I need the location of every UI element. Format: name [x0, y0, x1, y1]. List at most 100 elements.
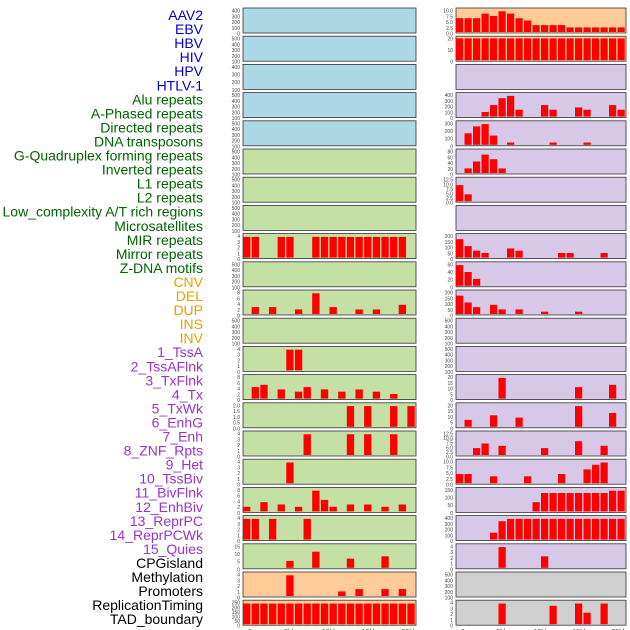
right-bar-17-3 — [558, 493, 566, 512]
left-bar-10-6 — [372, 309, 381, 314]
right-tick-20-3: 200 — [445, 590, 454, 596]
left-panel-11 — [242, 317, 417, 344]
left-bar-20-2 — [355, 589, 363, 596]
right-bar-0-0 — [456, 18, 464, 32]
right-tick-19-0: 4 — [450, 544, 453, 550]
left-tick-21-2: 150 — [232, 610, 241, 616]
row-label-ebv: EBV — [175, 21, 204, 37]
left-tick-7-2: 300 — [232, 217, 241, 223]
right-tick-0-1: 7.5 — [446, 14, 453, 20]
row-label-9-het: 9_Het — [166, 457, 203, 473]
right-bar-1-13 — [566, 38, 574, 61]
row-label-hbv: HBV — [174, 35, 203, 51]
left-bar-19-2 — [346, 558, 355, 568]
row-label-7-enh: 7_Enh — [163, 429, 203, 445]
left-bar-13-9 — [390, 394, 398, 399]
left-bar-8-1 — [251, 236, 260, 258]
right-bar-0-12 — [558, 25, 566, 32]
right-tick-14-3: 5 — [450, 421, 453, 427]
right-tick-16-3: 2.5 — [446, 477, 453, 483]
left-bar-18-2 — [268, 518, 277, 540]
right-tick-10-3: 50 — [447, 308, 453, 314]
right-bar-1-9 — [532, 38, 540, 61]
left-bar-8-0 — [243, 236, 251, 258]
right-tick-6-2: 7.5 — [446, 187, 453, 193]
left-bar-21-5 — [286, 603, 294, 625]
row-label-4-tx: 4_Tx — [172, 386, 203, 402]
left-bar-8-12 — [381, 236, 389, 258]
right-tick-9-1: 40 — [447, 270, 453, 276]
right-bar-18-7 — [549, 518, 557, 540]
left-tick-12-4: 0 — [237, 370, 240, 376]
left-bar-17-3 — [294, 506, 303, 512]
left-tick-14-3: 0.5 — [233, 421, 240, 427]
right-bar-5-1 — [473, 161, 481, 173]
left-tick-4-4: 100 — [232, 144, 241, 150]
row-label-promoters: Promoters — [138, 583, 203, 599]
right-tick-11-1: 400 — [445, 324, 454, 330]
right-bar-5-0 — [464, 168, 472, 173]
right-bar-18-14 — [609, 518, 617, 540]
right-tick-13-2: 10 — [447, 387, 453, 393]
left-tick-9-0: 500 — [232, 262, 241, 268]
right-bar-1-5 — [498, 38, 506, 61]
right-tick-15-1: 10.0 — [443, 436, 453, 442]
right-bar-1-1 — [464, 38, 472, 61]
left-bar-8-4 — [312, 236, 320, 258]
right-bar-18-6 — [541, 518, 549, 540]
right-bar-17-4 — [566, 493, 574, 512]
left-tick-20-4: 0 — [237, 596, 240, 602]
right-bar-13-2 — [609, 384, 617, 399]
right-bar-10-7 — [575, 311, 583, 314]
left-tick-17-3: 2 — [237, 505, 240, 511]
left-tick-1-2: 300 — [232, 48, 241, 54]
right-tick-20-0: 500 — [445, 573, 454, 579]
right-bar-3-4 — [515, 109, 523, 117]
left-tick-11-3: 200 — [232, 336, 241, 342]
right-tick-21-4: 0 — [450, 624, 453, 630]
left-tick-14-4: 0.0 — [233, 426, 240, 432]
left-tick-10-3: 2 — [237, 308, 240, 314]
row-label-15-quies: 15_Quies — [143, 541, 203, 557]
right-bar-1-14 — [575, 38, 583, 61]
right-tick-14-2: 10 — [447, 415, 453, 421]
right-tick-4-1: 200 — [445, 129, 454, 135]
left-panel-1 — [242, 35, 417, 62]
left-tick-8-2: 2 — [237, 246, 240, 252]
right-bar-4-0 — [464, 133, 472, 145]
right-tick-12-0: 500 — [445, 347, 454, 353]
right-bar-3-7 — [575, 107, 583, 117]
right-tick-8-4: 0 — [450, 257, 453, 263]
right-bar-13-1 — [575, 387, 583, 399]
left-bar-10-4 — [329, 307, 337, 314]
left-tick-21-1: 200 — [232, 605, 241, 611]
row-label-hiv: HIV — [180, 49, 204, 65]
left-bar-18-3 — [303, 518, 311, 540]
left-bar-21-19 — [407, 603, 415, 625]
right-bar-0-6 — [507, 13, 515, 33]
left-tick-6-3: 200 — [232, 195, 241, 201]
left-bar-19-3 — [381, 556, 389, 568]
right-tick-16-0: 10.0 — [443, 460, 453, 466]
right-bar-0-15 — [583, 27, 591, 32]
left-tick-11-4: 100 — [232, 342, 241, 348]
left-bar-13-1 — [260, 384, 268, 399]
right-bar-17-1 — [541, 493, 549, 512]
left-tick-20-3: 1 — [237, 590, 240, 596]
right-tick-8-3: 50 — [447, 251, 453, 257]
row-label-dup: DUP — [173, 302, 203, 318]
right-bar-19-0 — [498, 547, 506, 568]
right-bar-8-7 — [566, 253, 574, 258]
left-bar-14-3 — [407, 406, 415, 427]
right-tick-4-2: 100 — [445, 137, 454, 143]
right-tick-17-0: 150 — [445, 488, 454, 494]
left-bar-21-17 — [390, 603, 398, 625]
right-bar-17-10 — [617, 490, 625, 512]
right-bar-3-3 — [507, 95, 515, 117]
right-bar-0-13 — [566, 27, 574, 32]
right-bar-1-12 — [558, 38, 566, 61]
right-bar-1-19 — [617, 38, 625, 61]
left-bar-8-3 — [286, 236, 294, 258]
left-bar-17-7 — [346, 504, 355, 512]
left-tick-0-0: 400 — [232, 9, 241, 15]
